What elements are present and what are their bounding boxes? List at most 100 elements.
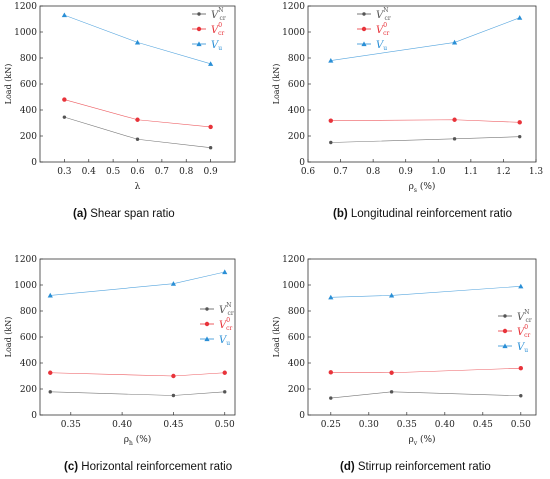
legend-sub: cr [227, 310, 233, 317]
data-point-Vcr_N [452, 137, 457, 141]
y-tick-label: 1000 [14, 28, 37, 38]
data-point-Vcr_0 [389, 370, 394, 375]
legend-base: V [211, 10, 220, 21]
x-axis-label-sub: v [413, 440, 418, 447]
caption-a: (a) Shear span ratio [73, 208, 175, 220]
y-axis-label: Load (kN) [272, 64, 281, 105]
legend-base: V [517, 342, 526, 353]
x-axis-label-rest: (%) [417, 181, 435, 192]
y-axis-label: Load (kN) [4, 317, 13, 358]
legend-sup: N [383, 7, 388, 14]
legend-entry: V0 cr [517, 324, 530, 339]
legend-entry: VN cr [376, 7, 391, 22]
caption-c-letter: (c) [64, 461, 79, 473]
x-tick-label: 0.35 [61, 420, 81, 430]
series-line-Vu [330, 17, 520, 61]
data-point-Vcr_0 [171, 373, 176, 379]
y-tick-label: 800 [20, 54, 37, 64]
data-point-Vcr_0 [518, 366, 523, 371]
legend-swatch-marker [204, 321, 210, 327]
x-tick-label: 1.0 [431, 167, 446, 177]
x-axis-label-sub: h [129, 440, 133, 447]
x-tick-label: 0.50 [215, 420, 235, 430]
y-tick-label: 800 [288, 307, 305, 317]
x-tick-label: 0.4 [82, 167, 97, 177]
data-point-Vcr_N [171, 393, 176, 398]
y-tick-label: 0 [31, 411, 37, 421]
caption-b: (b) Longitudinal reinforcement ratio [333, 208, 512, 220]
x-tick-label: 0.30 [359, 420, 379, 430]
data-point-Vu [389, 292, 395, 298]
legend-sub: cr [383, 30, 389, 37]
series-line-Vcr_N [330, 391, 521, 399]
y-tick-label: 200 [20, 132, 37, 142]
legend-sub: u [218, 45, 222, 52]
data-point-Vcr_N [389, 390, 394, 394]
y-tick-label: 1200 [14, 255, 37, 265]
caption-c: (c) Horizontal reinforcement ratio [64, 461, 232, 473]
x-tick-label: 1.2 [496, 167, 510, 177]
x-tick-label: 0.7 [155, 167, 170, 177]
caption-a-letter: (a) [73, 208, 88, 220]
legend-sup: 0 [524, 324, 528, 331]
y-tick-label: 800 [288, 54, 305, 64]
x-tick-label: 1.1 [464, 167, 478, 177]
data-point-Vu [134, 39, 141, 45]
caption-b-letter: (b) [333, 208, 348, 220]
legend-sup: 0 [218, 22, 222, 29]
caption-d-letter: (d) [340, 461, 355, 473]
x-axis-label: ρh (%) [124, 434, 152, 447]
data-point-Vu [328, 58, 334, 63]
data-point-Vu [451, 39, 458, 45]
series-line-Vu [330, 286, 521, 298]
data-point-Vcr_0 [48, 370, 53, 375]
chart-panel-b: 0 200 400 600 800 1000 1200 0.6 0.7 0.8 0.9 1.0 1.1 1… [272, 2, 543, 194]
y-tick-label: 0 [299, 411, 305, 421]
legend-sup: 0 [383, 22, 387, 29]
x-axis-label-rest: (%) [133, 434, 151, 445]
legend-sup: 0 [226, 317, 230, 324]
legend-swatch-marker [502, 343, 508, 349]
legend-base: V [219, 305, 228, 316]
x-tick-label: 0.9 [399, 167, 414, 177]
data-point-Vu [47, 292, 53, 298]
legend-base: V [219, 335, 228, 346]
y-tick-label: 400 [20, 359, 37, 369]
series-line-Vu [64, 14, 211, 65]
legend-swatch-marker [196, 26, 202, 32]
plot-frame [307, 258, 537, 416]
x-tick-label: 1.3 [529, 167, 544, 177]
legend-sup: N [524, 309, 529, 316]
legend-base: V [211, 25, 220, 36]
data-point-Vcr_N [62, 115, 67, 119]
y-tick-label: 200 [288, 385, 305, 395]
chart-panel-c: 0 200 400 600 800 1000 1200 0.35 0.40 0.45 0.50 Loa… [4, 255, 236, 447]
x-tick-label: 0.6 [301, 167, 316, 177]
x-axis-label: ρv (%) [408, 434, 435, 447]
x-tick-label: 0.40 [112, 420, 132, 430]
caption-a-text: Shear span ratio [90, 208, 175, 220]
data-point-Vu [518, 283, 524, 289]
y-tick-label: 600 [20, 80, 37, 90]
y-tick-label: 1200 [14, 2, 37, 12]
x-axis-label: ρs (%) [409, 181, 436, 194]
series-line-Vu [50, 271, 225, 296]
legend-entry: VN cr [219, 302, 234, 317]
data-point-Vcr_N [518, 134, 522, 139]
y-tick-label: 1200 [282, 255, 305, 265]
data-point-Vcr_0 [517, 120, 522, 125]
data-point-Vu [61, 12, 67, 18]
data-point-Vcr_0 [208, 124, 213, 130]
data-point-Vcr_N [329, 396, 333, 400]
data-point-Vu [208, 61, 214, 66]
plot-frame [39, 258, 236, 416]
legend-entry: V0 cr [211, 22, 224, 37]
series-line-Vcr_N [330, 136, 520, 143]
x-tick-label: 0.45 [163, 420, 183, 430]
legend-entry: V0 cr [376, 22, 389, 37]
y-tick-label: 0 [299, 158, 305, 168]
x-axis-label: λ [135, 182, 141, 192]
legend-sub: u [226, 340, 230, 347]
